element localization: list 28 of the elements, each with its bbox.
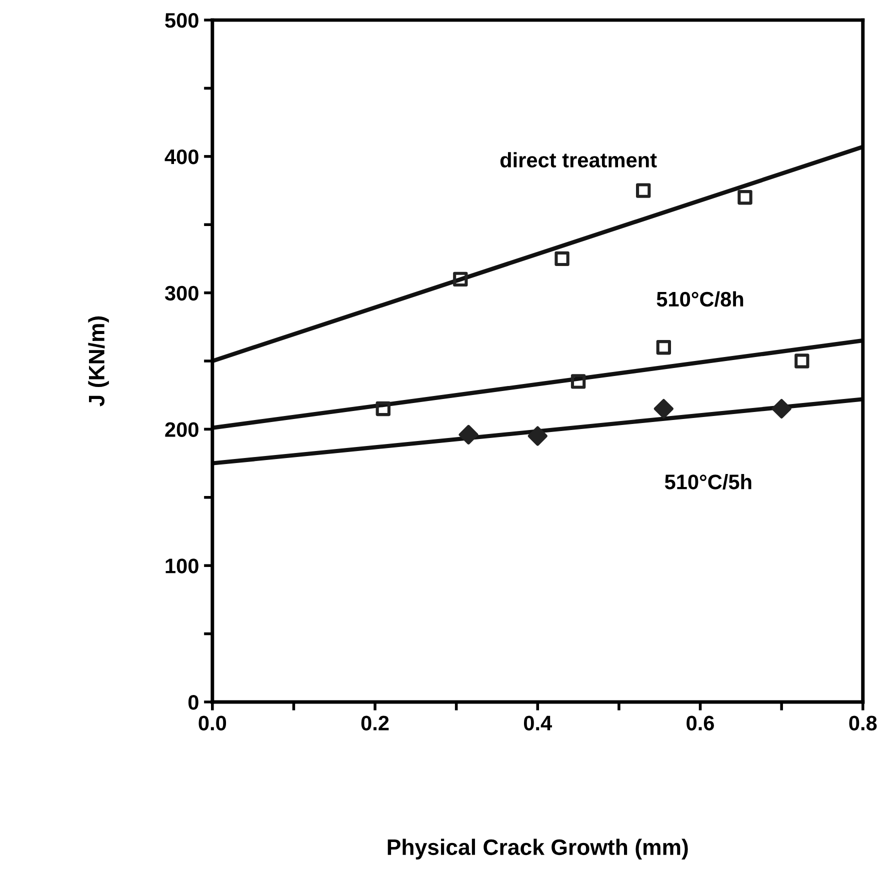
point xyxy=(554,251,570,266)
point xyxy=(636,183,651,198)
y-tick-label: 100 xyxy=(166,558,198,574)
point xyxy=(376,401,390,416)
point xyxy=(656,340,672,355)
point xyxy=(794,354,810,368)
y-tick-label: 300 xyxy=(164,286,198,301)
y-tick-label: 500 xyxy=(165,13,198,28)
x-tick-label: 0.4 xyxy=(524,716,552,730)
y-axis-title: J (KN/m) xyxy=(88,316,109,406)
y-tick-label: 200 xyxy=(165,422,198,437)
x-tick-label: 0.6 xyxy=(686,716,714,730)
annotation: direct treatment xyxy=(500,152,657,168)
point xyxy=(458,424,478,444)
point xyxy=(528,426,548,446)
x-tick-label: 0.0 xyxy=(198,716,226,730)
point xyxy=(453,272,468,287)
point xyxy=(570,374,586,389)
annotation: 510°C/8h xyxy=(656,291,744,307)
point xyxy=(654,398,674,418)
point xyxy=(738,190,752,205)
x-tick-label: 0.2 xyxy=(361,716,389,730)
y-tick-label: 0 xyxy=(188,694,198,710)
x-tick-label: 0.8 xyxy=(849,716,877,730)
x-axis-title: Physical Crack Growth (mm) xyxy=(388,838,688,860)
annotation: 510°C/5h xyxy=(664,474,752,490)
y-tick-label: 400 xyxy=(164,149,198,164)
point xyxy=(772,398,792,418)
